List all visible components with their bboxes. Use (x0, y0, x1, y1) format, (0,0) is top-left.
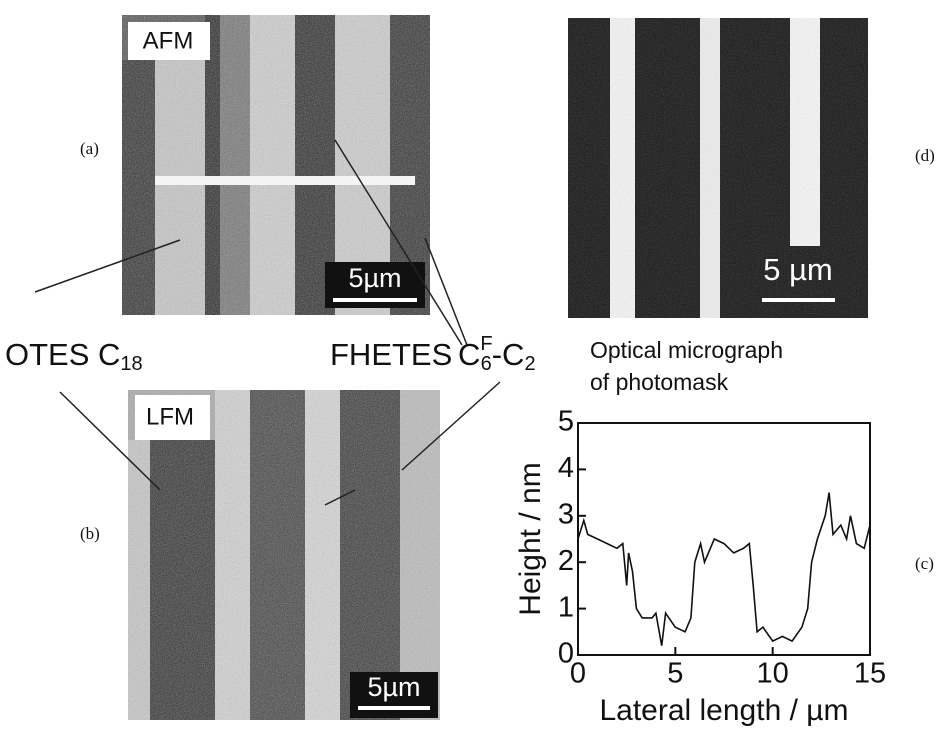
profile-chart: Height / nm Lateral length / µm 0 5 10 1501… (514, 406, 886, 727)
scale-label: 5 µm (763, 252, 833, 287)
otes-label: OTES C18 (5, 337, 143, 375)
x-tick-label: 0 (570, 658, 586, 690)
pointer-lines (34, 139, 501, 506)
photomask-image (568, 18, 868, 318)
profile-line (577, 492, 871, 646)
y-axis-label: Height / nm (514, 462, 547, 615)
y-tick-label: 4 (558, 452, 574, 484)
lfm-image (128, 390, 440, 720)
caption: of photomask (590, 369, 729, 395)
x-axis-label: Lateral length / µm (599, 694, 848, 727)
panel-tag: (b) (80, 524, 100, 543)
panel-tag: (c) (915, 554, 934, 573)
x-tick-label: 10 (757, 658, 789, 690)
cf6-label: CF 6-C2 (458, 333, 536, 375)
y-tick-label: 1 (558, 591, 574, 623)
lfm-label: LFM (146, 403, 194, 430)
scale-label: 5µm (367, 672, 420, 702)
scale-label: 5µm (348, 263, 401, 293)
fhetes-label: FHETES (330, 337, 452, 372)
x-tick-label: 15 (854, 658, 886, 690)
plot-frame (577, 422, 871, 656)
caption: Optical micrograph (590, 337, 783, 363)
afm-label: AFM (143, 27, 194, 54)
panel-tag: (d) (915, 146, 935, 165)
y-tick-label: 3 (558, 498, 574, 530)
y-tick-label: 2 (558, 545, 574, 577)
y-tick-label: 0 (558, 638, 574, 670)
panel-tag: (a) (80, 139, 99, 158)
x-tick-label: 5 (667, 658, 683, 690)
y-tick-label: 5 (558, 406, 574, 438)
afm-image (122, 15, 430, 315)
